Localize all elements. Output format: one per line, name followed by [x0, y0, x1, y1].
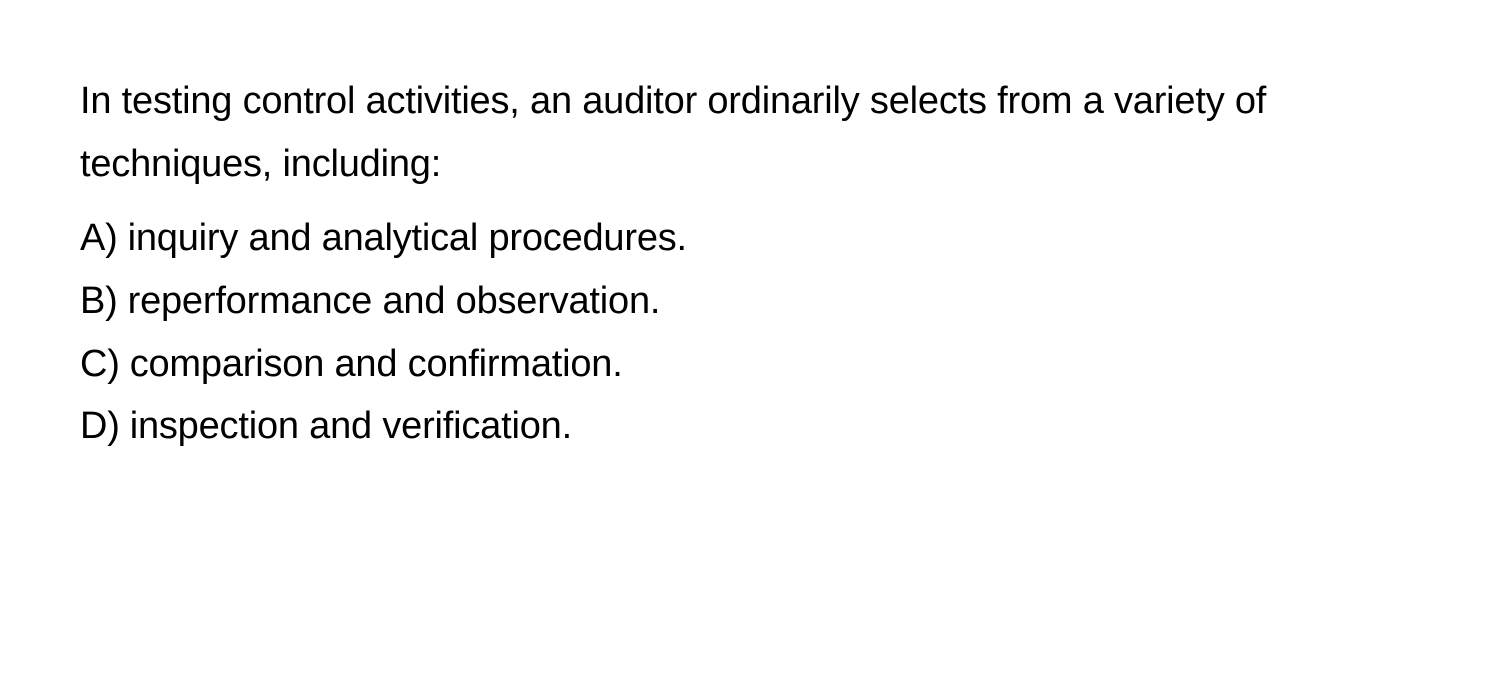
question-stem: In testing control activities, an audito… [80, 70, 1420, 195]
option-row: C) comparison and confirmation. [80, 333, 1420, 396]
option-label-c: C) [80, 333, 120, 396]
question-container: In testing control activities, an audito… [80, 70, 1420, 458]
option-label-d: D) [80, 395, 120, 458]
option-label-b: B) [80, 270, 118, 333]
option-label-a: A) [80, 207, 118, 270]
option-text-c: comparison and confirmation. [130, 333, 623, 396]
option-row: B) reperformance and observation. [80, 270, 1420, 333]
option-text-b: reperformance and observation. [128, 270, 661, 333]
option-text-d: inspection and verification. [130, 395, 572, 458]
options-list: A) inquiry and analytical procedures. B)… [80, 207, 1420, 458]
option-row: A) inquiry and analytical procedures. [80, 207, 1420, 270]
option-row: D) inspection and verification. [80, 395, 1420, 458]
option-text-a: inquiry and analytical procedures. [128, 207, 687, 270]
